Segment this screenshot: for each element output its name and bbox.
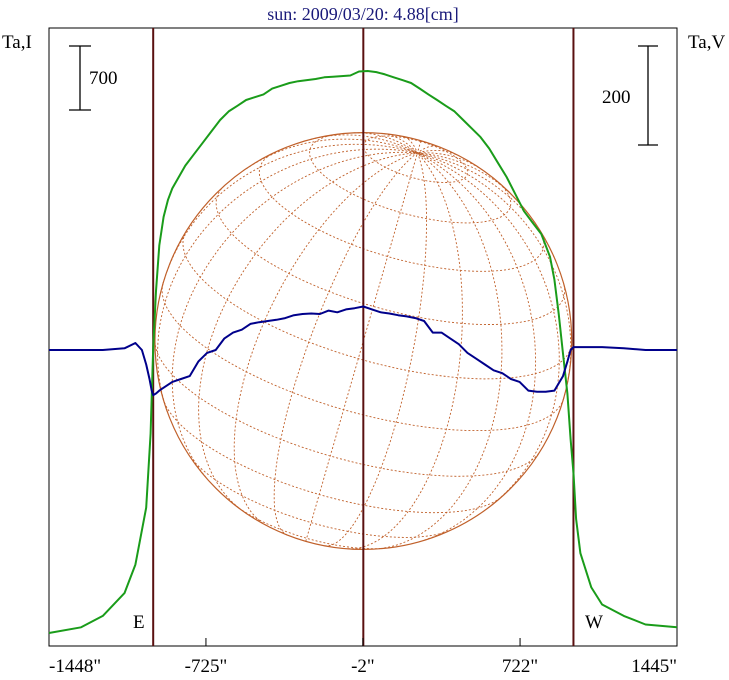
latitude-line — [182, 233, 572, 380]
longitude-line — [417, 152, 483, 171]
latitude-line — [215, 185, 566, 325]
east-label: E — [133, 612, 145, 633]
longitude-line — [157, 148, 418, 412]
x-tick-label: -2" — [351, 656, 375, 677]
right-scale-bar — [638, 45, 658, 146]
x-axis-ticks: -1448" -725" -2" 722" 1445" — [48, 638, 678, 677]
right-scale-value: 200 — [602, 87, 631, 108]
longitude-line — [417, 152, 557, 262]
longitude-line — [273, 152, 418, 536]
longitude-line — [417, 152, 560, 506]
chart-title: sun: 2009/03/20: 4.88[cm] — [267, 4, 459, 24]
longitude-line — [353, 132, 418, 154]
longitude-line — [417, 145, 437, 154]
latitude-line — [189, 456, 449, 538]
longitude-line — [380, 152, 503, 550]
longitude-line — [417, 152, 516, 199]
right-axis-label: Ta,V — [688, 32, 725, 53]
longitude-line — [347, 152, 463, 550]
longitude-line — [324, 152, 428, 547]
x-tick-label: -725" — [185, 656, 228, 677]
left-scale-value: 700 — [89, 68, 118, 89]
series-polarization — [49, 305, 677, 397]
longitude-line — [162, 143, 418, 284]
longitude-line — [233, 152, 418, 526]
longitude-line — [417, 152, 537, 541]
longitude-line — [305, 152, 418, 542]
longitude-line — [198, 152, 418, 509]
latitude-line — [258, 152, 545, 272]
west-label: W — [585, 612, 603, 633]
longitude-line — [242, 138, 418, 172]
x-tick-label: -1448" — [49, 656, 101, 677]
x-tick-label: 1445" — [631, 656, 677, 677]
longitude-line — [404, 136, 418, 154]
latitude-line — [163, 402, 500, 514]
limb-lines — [152, 28, 575, 646]
latitude-line — [363, 135, 469, 183]
left-scale-bar — [69, 45, 91, 111]
solar-disk — [154, 132, 573, 550]
left-axis-label: Ta,I — [2, 32, 32, 53]
latitude-line — [309, 133, 512, 224]
longitude-line — [171, 151, 418, 478]
longitude-line — [384, 133, 418, 154]
x-tick-label: 722" — [502, 656, 538, 677]
series-intensity — [48, 70, 678, 634]
longitude-line — [416, 140, 422, 154]
